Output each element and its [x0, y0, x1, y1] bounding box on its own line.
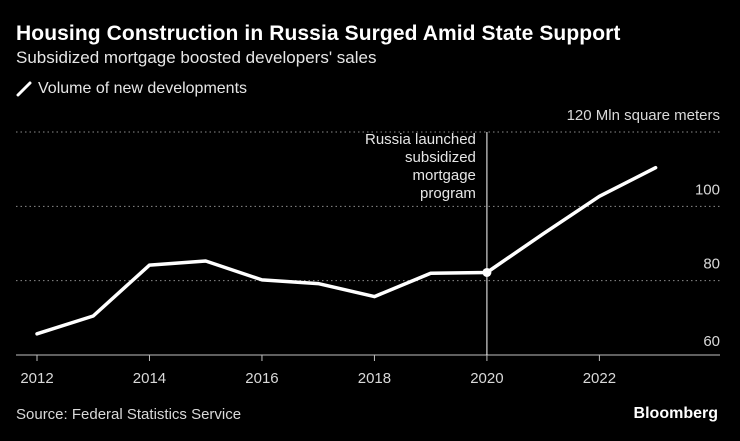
x-tick-label: 2020	[470, 370, 503, 387]
annotation-marker	[482, 267, 492, 277]
chart-subtitle: Subsidized mortgage boosted developers' …	[16, 48, 377, 67]
annotation-text-line: subsidized	[405, 149, 476, 166]
y-tick-label: 80	[703, 256, 720, 273]
y-tick-label: 60	[703, 333, 720, 350]
series-line-new-developments	[35, 165, 658, 336]
annotation-text-line: program	[420, 185, 476, 202]
x-tick-label: 2022	[583, 370, 616, 387]
y-tick-label: 100	[695, 181, 720, 198]
annotation-text-line: Russia launched	[365, 131, 476, 148]
bloomberg-logo: Bloomberg	[633, 405, 718, 422]
x-tick-label: 2012	[20, 370, 53, 387]
source-note: Source: Federal Statistics Service	[16, 406, 242, 423]
x-tick-label: 2014	[133, 370, 166, 387]
y-tick-label: 120 Mln square meters	[567, 107, 720, 124]
slash-line-icon	[16, 81, 32, 97]
annotation-text-line: mortgage	[413, 167, 476, 184]
legend: Volume of new developments	[16, 80, 247, 98]
x-tick-label: 2018	[358, 370, 391, 387]
x-tick-label: 2016	[245, 370, 278, 387]
legend-label: Volume of new developments	[38, 80, 248, 97]
chart-title: Housing Construction in Russia Surged Am…	[16, 22, 621, 45]
